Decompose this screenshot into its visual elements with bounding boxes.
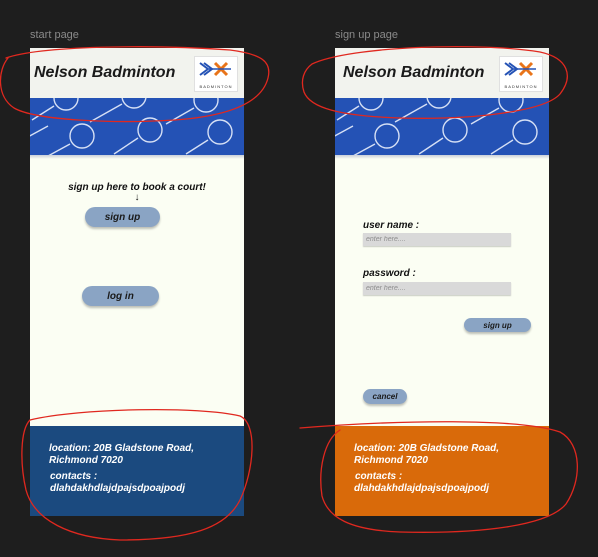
logo-mark-icon: [504, 61, 536, 77]
signup-button[interactable]: sign up: [85, 207, 160, 227]
brand-logo: BADMINTON: [499, 56, 543, 92]
footer: location: 20B Gladstone Road, Richmond 7…: [30, 426, 244, 516]
banner-shadow: [30, 155, 244, 159]
arrow-down-icon: ↓: [134, 192, 140, 203]
brand-logo: BADMINTON: [194, 56, 238, 92]
signup-button[interactable]: sign up: [464, 318, 531, 332]
signup-prompt: sign up here to book a court!: [68, 182, 206, 193]
start-page-frame-label: start page: [30, 29, 79, 41]
cancel-button[interactable]: cancel: [363, 389, 407, 404]
header: Nelson Badminton BADMINTON: [30, 48, 244, 99]
footer-contacts-label: contacts :: [355, 471, 403, 482]
footer: location: 20B Gladstone Road, Richmond 7…: [335, 426, 549, 516]
footer-contacts-value: dlahdakhdlajdpajsdpoajpodj: [50, 483, 186, 494]
login-button[interactable]: log in: [82, 286, 159, 306]
password-field[interactable]: [363, 282, 511, 295]
start-page-frame: Nelson Badminton BADMINTON: [30, 48, 244, 516]
racket-pattern-icon: [335, 83, 538, 157]
footer-location-line2: Richmond 7020: [49, 455, 123, 466]
app-title: Nelson Badminton: [34, 64, 176, 81]
username-field[interactable]: [363, 233, 511, 246]
signup-page-frame: Nelson Badminton BADMINTON: [335, 48, 549, 516]
signup-page-frame-label: sign up page: [335, 29, 398, 41]
banner-image: [30, 83, 244, 157]
racket-pattern-icon: [30, 83, 233, 157]
app-title: Nelson Badminton: [343, 64, 485, 81]
banner-shadow: [335, 155, 549, 159]
footer-location-line1: location: 20B Gladstone Road,: [49, 443, 195, 454]
password-label: password :: [363, 268, 416, 279]
username-label: user name :: [363, 220, 420, 231]
footer-contacts-value: dlahdakhdlajdpajsdpoajpodj: [354, 483, 490, 494]
footer-contacts-label: contacts :: [50, 471, 98, 482]
banner-image: [335, 83, 549, 157]
header: Nelson Badminton BADMINTON: [335, 48, 549, 99]
footer-location-line2: Richmond 7020: [354, 455, 428, 466]
logo-text: BADMINTON: [199, 84, 233, 89]
logo-mark-icon: [199, 61, 231, 77]
footer-location-line1: location: 20B Gladstone Road,: [354, 443, 500, 454]
logo-text: BADMINTON: [504, 84, 538, 89]
